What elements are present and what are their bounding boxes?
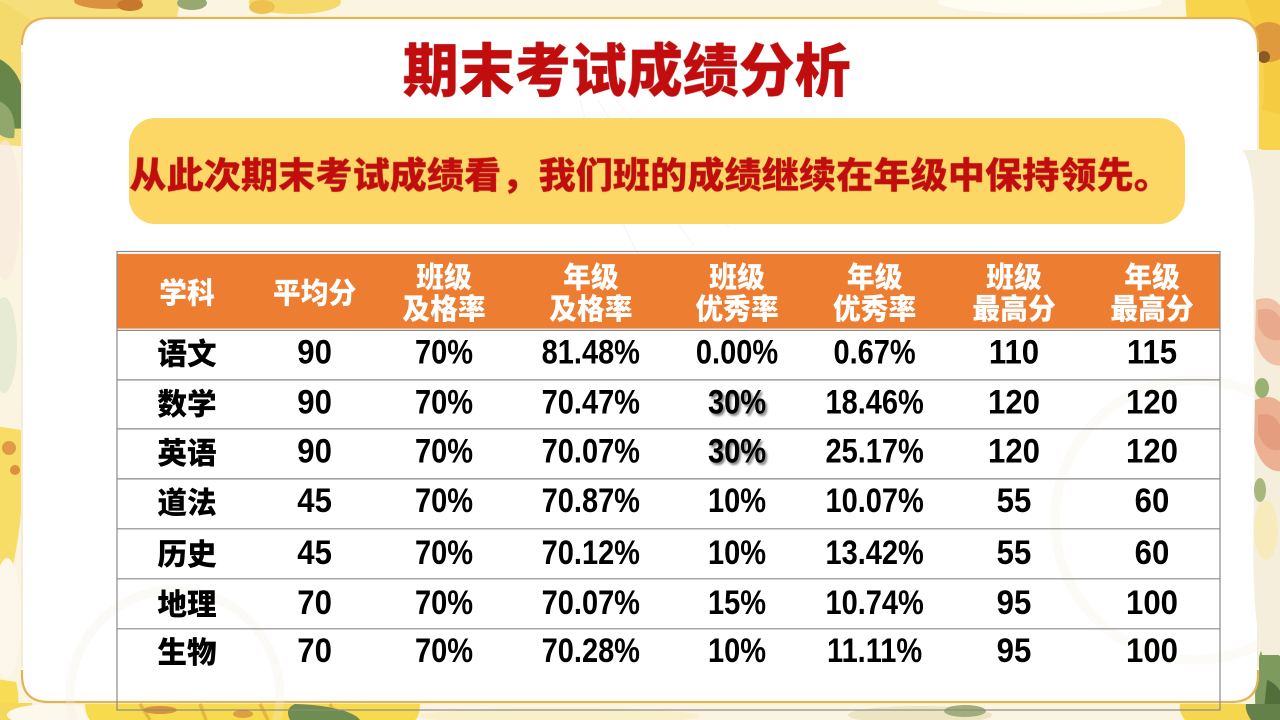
svg-text:30%: 30% [708, 431, 766, 470]
svg-text:10.07%: 10.07% [825, 481, 923, 520]
svg-text:70.07%: 70.07% [542, 431, 640, 470]
svg-text:95: 95 [997, 583, 1032, 622]
svg-text:30%: 30% [708, 382, 766, 421]
svg-text:70.07%: 70.07% [542, 583, 640, 622]
svg-text:25.17%: 25.17% [825, 431, 923, 470]
svg-text:11.11%: 11.11% [827, 631, 922, 670]
svg-text:70%: 70% [415, 332, 473, 371]
svg-text:100: 100 [1126, 631, 1178, 670]
svg-text:10%: 10% [708, 481, 766, 520]
svg-text:120: 120 [1126, 382, 1178, 421]
svg-text:120: 120 [988, 382, 1040, 421]
svg-text:45: 45 [297, 533, 332, 572]
svg-text:13.42%: 13.42% [825, 533, 923, 572]
svg-text:110: 110 [989, 332, 1039, 371]
svg-text:70.28%: 70.28% [542, 631, 640, 670]
svg-text:10.74%: 10.74% [825, 583, 923, 622]
svg-text:70%: 70% [415, 631, 473, 670]
svg-text:90: 90 [297, 332, 332, 371]
svg-text:70: 70 [297, 583, 332, 622]
svg-text:0.00%: 0.00% [696, 332, 778, 371]
svg-text:15%: 15% [708, 583, 766, 622]
svg-text:60: 60 [1135, 481, 1170, 520]
svg-text:70.47%: 70.47% [542, 382, 640, 421]
svg-text:55: 55 [997, 481, 1032, 520]
svg-text:70%: 70% [415, 431, 473, 470]
svg-text:81.48%: 81.48% [542, 332, 640, 371]
svg-text:70%: 70% [415, 583, 473, 622]
svg-text:90: 90 [297, 382, 332, 421]
svg-text:0.67%: 0.67% [834, 332, 916, 371]
svg-text:60: 60 [1135, 533, 1170, 572]
svg-text:10%: 10% [708, 533, 766, 572]
svg-text:55: 55 [997, 533, 1032, 572]
svg-text:45: 45 [297, 481, 332, 520]
svg-text:70: 70 [297, 631, 332, 670]
svg-text:70%: 70% [415, 481, 473, 520]
svg-text:120: 120 [988, 431, 1040, 470]
svg-text:90: 90 [297, 431, 332, 470]
svg-text:115: 115 [1127, 332, 1177, 371]
svg-text:70%: 70% [415, 533, 473, 572]
svg-text:70.12%: 70.12% [542, 533, 640, 572]
svg-text:70%: 70% [415, 382, 473, 421]
svg-text:10%: 10% [708, 631, 766, 670]
svg-text:70.87%: 70.87% [542, 481, 640, 520]
svg-text:95: 95 [997, 631, 1032, 670]
svg-text:100: 100 [1126, 583, 1178, 622]
svg-text:120: 120 [1126, 431, 1178, 470]
svg-text:18.46%: 18.46% [825, 382, 923, 421]
